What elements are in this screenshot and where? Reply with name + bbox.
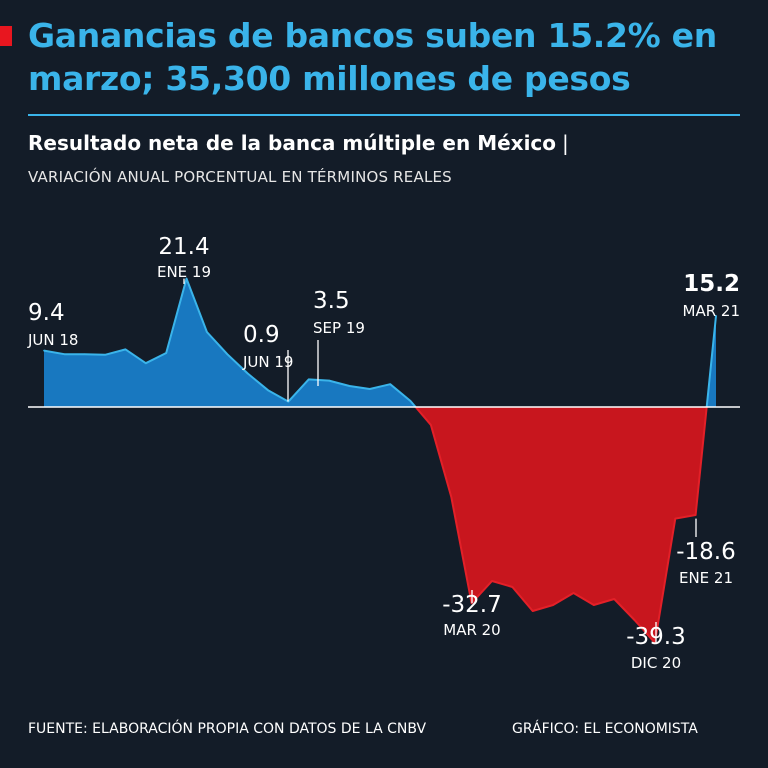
annotation-date-sep-19: SEP 19 — [313, 319, 365, 337]
annotation-value-mar-21: 15.2 — [683, 271, 740, 297]
data-point-nov-20 — [633, 619, 636, 621]
data-point-abr-20 — [491, 580, 493, 582]
data-point-ago-20 — [572, 592, 575, 594]
data-point-dic-18 — [165, 352, 167, 354]
positive-area-line-0 — [43, 277, 417, 408]
data-point-oct-18 — [124, 348, 127, 351]
annotation-value-mar-20: -32.7 — [442, 592, 502, 618]
annotation-value-jun-18: 9.4 — [28, 300, 65, 326]
annotation-value-jun-19: 0.9 — [243, 322, 280, 348]
data-point-jul-18 — [63, 353, 66, 356]
data-point-sep-19 — [348, 385, 351, 387]
unit-label: VARIACIÓN ANUAL PORCENTUAL EN TÉRMINOS R… — [28, 168, 452, 186]
footer-source: FUENTE: ELABORACIÓN PROPIA CON DATOS DE … — [28, 721, 427, 737]
accent-bar — [0, 26, 12, 46]
data-point-may-19 — [267, 389, 269, 392]
data-point-dic-20 — [654, 642, 656, 644]
data-point-oct-20 — [613, 598, 615, 600]
annotation-value-sep-19: 3.5 — [313, 288, 350, 314]
data-point-sep-18 — [104, 354, 106, 356]
data-point-ene-20 — [430, 424, 432, 426]
annotation-date-mar-20: MAR 20 — [443, 621, 500, 639]
annotation-labels: 9.4 JUN 18 21.4 ENE 19 0.9 JUN 19 3.5 SEP 19 -32… — [27, 234, 740, 672]
data-point-may-20 — [511, 586, 514, 588]
footer-credit: GRÁFICO: EL ECONOMISTA — [512, 721, 698, 737]
data-point-ago-18 — [83, 353, 86, 356]
chart-subtitle: Resultado neta de la banca múltiple en M… — [28, 131, 569, 155]
headline: Ganancias de bancos suben 15.2% en marzo… — [28, 16, 717, 98]
headline-rule — [28, 114, 740, 116]
negative-area-line-0 — [414, 406, 708, 644]
chart-areas — [43, 277, 717, 644]
data-point-dic-19 — [409, 400, 412, 402]
annotation-leaders — [183, 278, 697, 643]
positive-area-0 — [44, 278, 416, 407]
annotation-date-ene-19: ENE 19 — [157, 263, 211, 281]
data-point-feb-19 — [206, 331, 208, 333]
subtitle-separator: | — [562, 131, 569, 155]
data-point-feb-21 — [694, 514, 697, 516]
data-point-nov-19 — [389, 383, 392, 386]
data-point-ene-19 — [185, 277, 188, 280]
data-point-mar-21 — [715, 315, 717, 317]
data-point-jul-19 — [307, 378, 310, 381]
data-point-ago-19 — [328, 379, 330, 382]
chart-subtitle-text: Resultado neta de la banca múltiple en M… — [28, 131, 557, 155]
data-point-jul-20 — [552, 604, 554, 606]
annotation-date-ene-21: ENE 21 — [679, 569, 733, 587]
data-point-jun-18 — [43, 349, 45, 352]
data-point-sep-20 — [593, 604, 595, 606]
annotation-date-jun-18: JUN 18 — [27, 331, 78, 349]
annotation-date-dic-20: DIC 20 — [631, 654, 681, 672]
data-point-feb-20 — [450, 496, 453, 498]
data-point-jun-20 — [531, 610, 534, 612]
annotation-value-dic-20: -39.3 — [626, 624, 686, 650]
data-point-abr-19 — [246, 372, 249, 375]
annotation-date-jun-19: JUN 19 — [242, 353, 293, 371]
data-point-nov-18 — [145, 362, 147, 365]
data-point-mar-19 — [226, 353, 229, 356]
data-point-ene-21 — [674, 517, 677, 520]
annotation-date-mar-21: MAR 21 — [683, 302, 740, 320]
annotation-value-ene-21: -18.6 — [676, 539, 736, 565]
positive-area-line-1 — [705, 315, 717, 408]
data-point-oct-19 — [369, 388, 371, 390]
annotation-value-ene-19: 21.4 — [158, 234, 209, 260]
